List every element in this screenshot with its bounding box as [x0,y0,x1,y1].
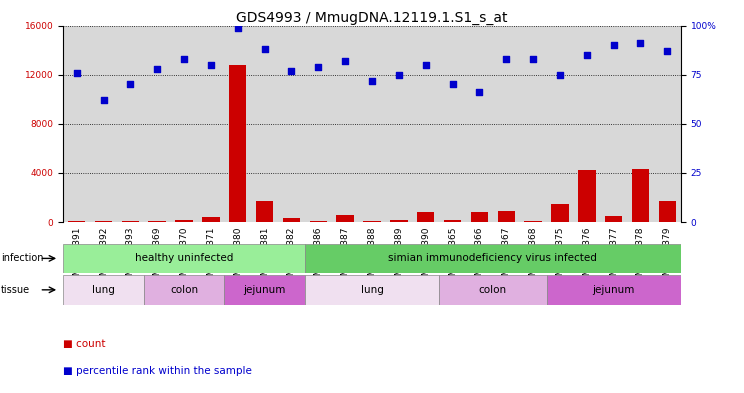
Point [446,81,458,88]
Bar [578,171,595,222]
Bar [229,65,246,222]
Text: jejunum: jejunum [243,285,286,295]
Text: jejunum: jejunum [592,285,635,295]
Point [661,48,673,54]
Text: colon: colon [478,285,507,295]
Point [366,77,378,84]
Point [527,56,539,62]
Bar [202,217,219,222]
Bar [390,220,408,222]
Text: tissue: tissue [1,285,30,295]
Point [339,58,351,64]
Bar [605,216,623,222]
Bar [63,275,144,305]
Bar [68,221,86,222]
Bar [305,275,439,305]
Text: ■ count: ■ count [63,339,106,349]
Bar [444,220,461,222]
Point [608,42,620,48]
Bar [551,204,568,222]
Bar [310,221,327,222]
Bar [94,221,112,222]
Bar [149,221,166,222]
Bar [417,212,434,222]
Title: GDS4993 / MmugDNA.12119.1.S1_s_at: GDS4993 / MmugDNA.12119.1.S1_s_at [237,11,507,24]
Point [473,89,485,95]
Bar [63,244,305,273]
Bar [632,169,650,222]
Point [286,68,298,74]
Point [205,62,217,68]
Text: simian immunodeficiency virus infected: simian immunodeficiency virus infected [388,253,597,263]
Point [178,56,190,62]
Text: colon: colon [170,285,198,295]
Bar [525,221,542,222]
Point [500,56,512,62]
Text: ■ percentile rank within the sample: ■ percentile rank within the sample [63,366,252,376]
Bar [439,275,547,305]
Text: lung: lung [361,285,383,295]
Bar [144,275,225,305]
Bar [225,275,305,305]
Point [259,46,271,52]
Bar [363,221,381,222]
Point [151,66,163,72]
Point [554,72,566,78]
Bar [547,275,681,305]
Point [635,40,647,46]
Point [420,62,432,68]
Bar [658,201,676,222]
Bar [336,215,354,222]
Point [393,72,405,78]
Bar [121,221,139,222]
Bar [283,219,300,222]
Bar [498,211,515,222]
Text: infection: infection [1,253,43,263]
Bar [305,244,681,273]
Point [312,64,324,70]
Point [124,81,136,88]
Point [71,70,83,76]
Text: healthy uninfected: healthy uninfected [135,253,234,263]
Point [581,52,593,58]
Bar [256,201,273,222]
Bar [176,220,193,222]
Point [232,24,244,31]
Point [97,97,109,103]
Text: lung: lung [92,285,115,295]
Bar [471,212,488,222]
